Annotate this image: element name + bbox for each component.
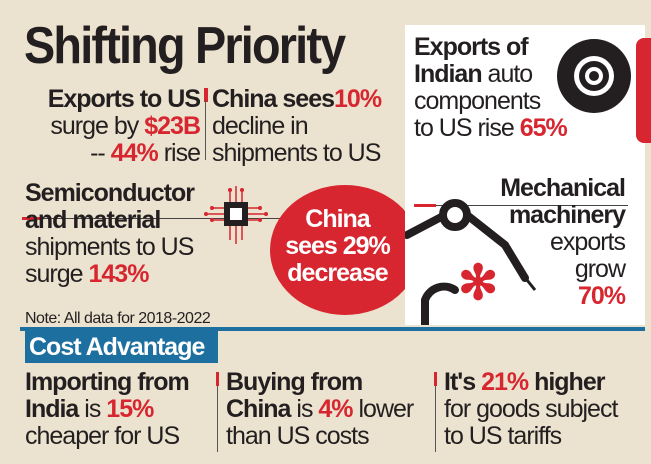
text: for goods subject xyxy=(444,395,618,423)
text: shipments to US xyxy=(212,139,381,167)
machinery-heading-2: machinery xyxy=(508,201,626,229)
text: shipments to US xyxy=(25,233,194,261)
text: higher xyxy=(528,368,605,396)
auto-components-block: Exports of Indian auto components to US … xyxy=(414,33,568,142)
semi-heading-2: and material xyxy=(25,206,161,234)
text: decrease xyxy=(287,259,388,287)
divider xyxy=(217,386,218,452)
text: surge xyxy=(25,260,89,288)
note: Note: All data for 2018-2022 xyxy=(25,310,211,327)
cost-india-block: Importing from India is 15% cheaper for … xyxy=(25,368,190,450)
semi-heading: Semiconductor xyxy=(25,179,195,207)
semiconductor-block: Semiconductor and material shipments to … xyxy=(25,179,195,288)
text: exports xyxy=(550,228,626,256)
text: sees 29% xyxy=(285,232,391,260)
text: is xyxy=(78,395,107,423)
value-23b: $23B xyxy=(144,112,201,140)
value-4: 4% xyxy=(318,395,353,423)
text: Indian xyxy=(414,60,483,88)
medical-asterisk-icon: ✻ xyxy=(458,257,499,310)
cost-tariff-block: It's 21% higher for goods subject to US … xyxy=(444,368,618,450)
china-heading: China sees xyxy=(212,85,335,113)
text: auto xyxy=(481,60,534,88)
cost-divider xyxy=(20,327,645,331)
divider xyxy=(435,386,436,452)
robot-arm-icon xyxy=(405,199,537,325)
chip-icon xyxy=(204,186,268,244)
divider xyxy=(205,100,206,160)
machinery-block: Mechanical machinery exports grow 70% xyxy=(500,174,626,310)
china-decrease-circle xyxy=(270,185,420,315)
value-143: 143% xyxy=(88,260,149,288)
exports-to-us-block: Exports to US surge by $23B -- 44% rise xyxy=(25,85,201,167)
page-title: Shifting Priority xyxy=(24,17,346,75)
text: China xyxy=(305,205,370,233)
text: cheaper for US xyxy=(25,422,180,450)
cost-advantage-heading: Cost Advantage xyxy=(25,331,218,363)
divider-accent xyxy=(216,372,219,386)
text: surge by xyxy=(50,112,145,140)
auto-heading: Exports of xyxy=(414,33,529,61)
value-21: 21% xyxy=(481,368,529,396)
cost-china-block: Buying from China is 4% lower than US co… xyxy=(226,368,414,450)
brake-caliper-decoration xyxy=(636,38,651,143)
text: rise xyxy=(157,139,201,167)
text: to US tariffs xyxy=(444,422,562,450)
text: Buying from xyxy=(226,368,363,396)
value-15: 15% xyxy=(106,395,154,423)
value-65: 65% xyxy=(519,114,568,142)
text: lower xyxy=(352,395,414,423)
divider-accent xyxy=(204,88,208,102)
value-44: 44% xyxy=(110,139,159,167)
panel-divider xyxy=(414,204,628,207)
text: grow xyxy=(574,255,626,283)
machinery-heading: Mechanical xyxy=(500,174,626,202)
china-sees-block: China sees10% decline in shipments to US xyxy=(212,85,382,167)
china-decrease-text: China sees 29% decrease xyxy=(270,206,405,287)
text: than US costs xyxy=(226,422,370,450)
text: components xyxy=(414,87,541,115)
text: -- xyxy=(90,139,111,167)
text: decline in xyxy=(212,112,309,140)
text: China xyxy=(226,395,291,423)
tire-icon xyxy=(557,39,631,113)
exports-heading: Exports to US xyxy=(47,85,201,113)
value-10: 10% xyxy=(334,85,382,113)
text: is xyxy=(290,395,319,423)
text: to US rise xyxy=(414,114,520,142)
value-70: 70% xyxy=(577,282,626,310)
text: It's xyxy=(444,368,482,396)
text: Importing from xyxy=(25,368,190,396)
section-divider xyxy=(22,217,298,220)
divider-accent xyxy=(434,372,437,386)
text: India xyxy=(25,395,79,423)
